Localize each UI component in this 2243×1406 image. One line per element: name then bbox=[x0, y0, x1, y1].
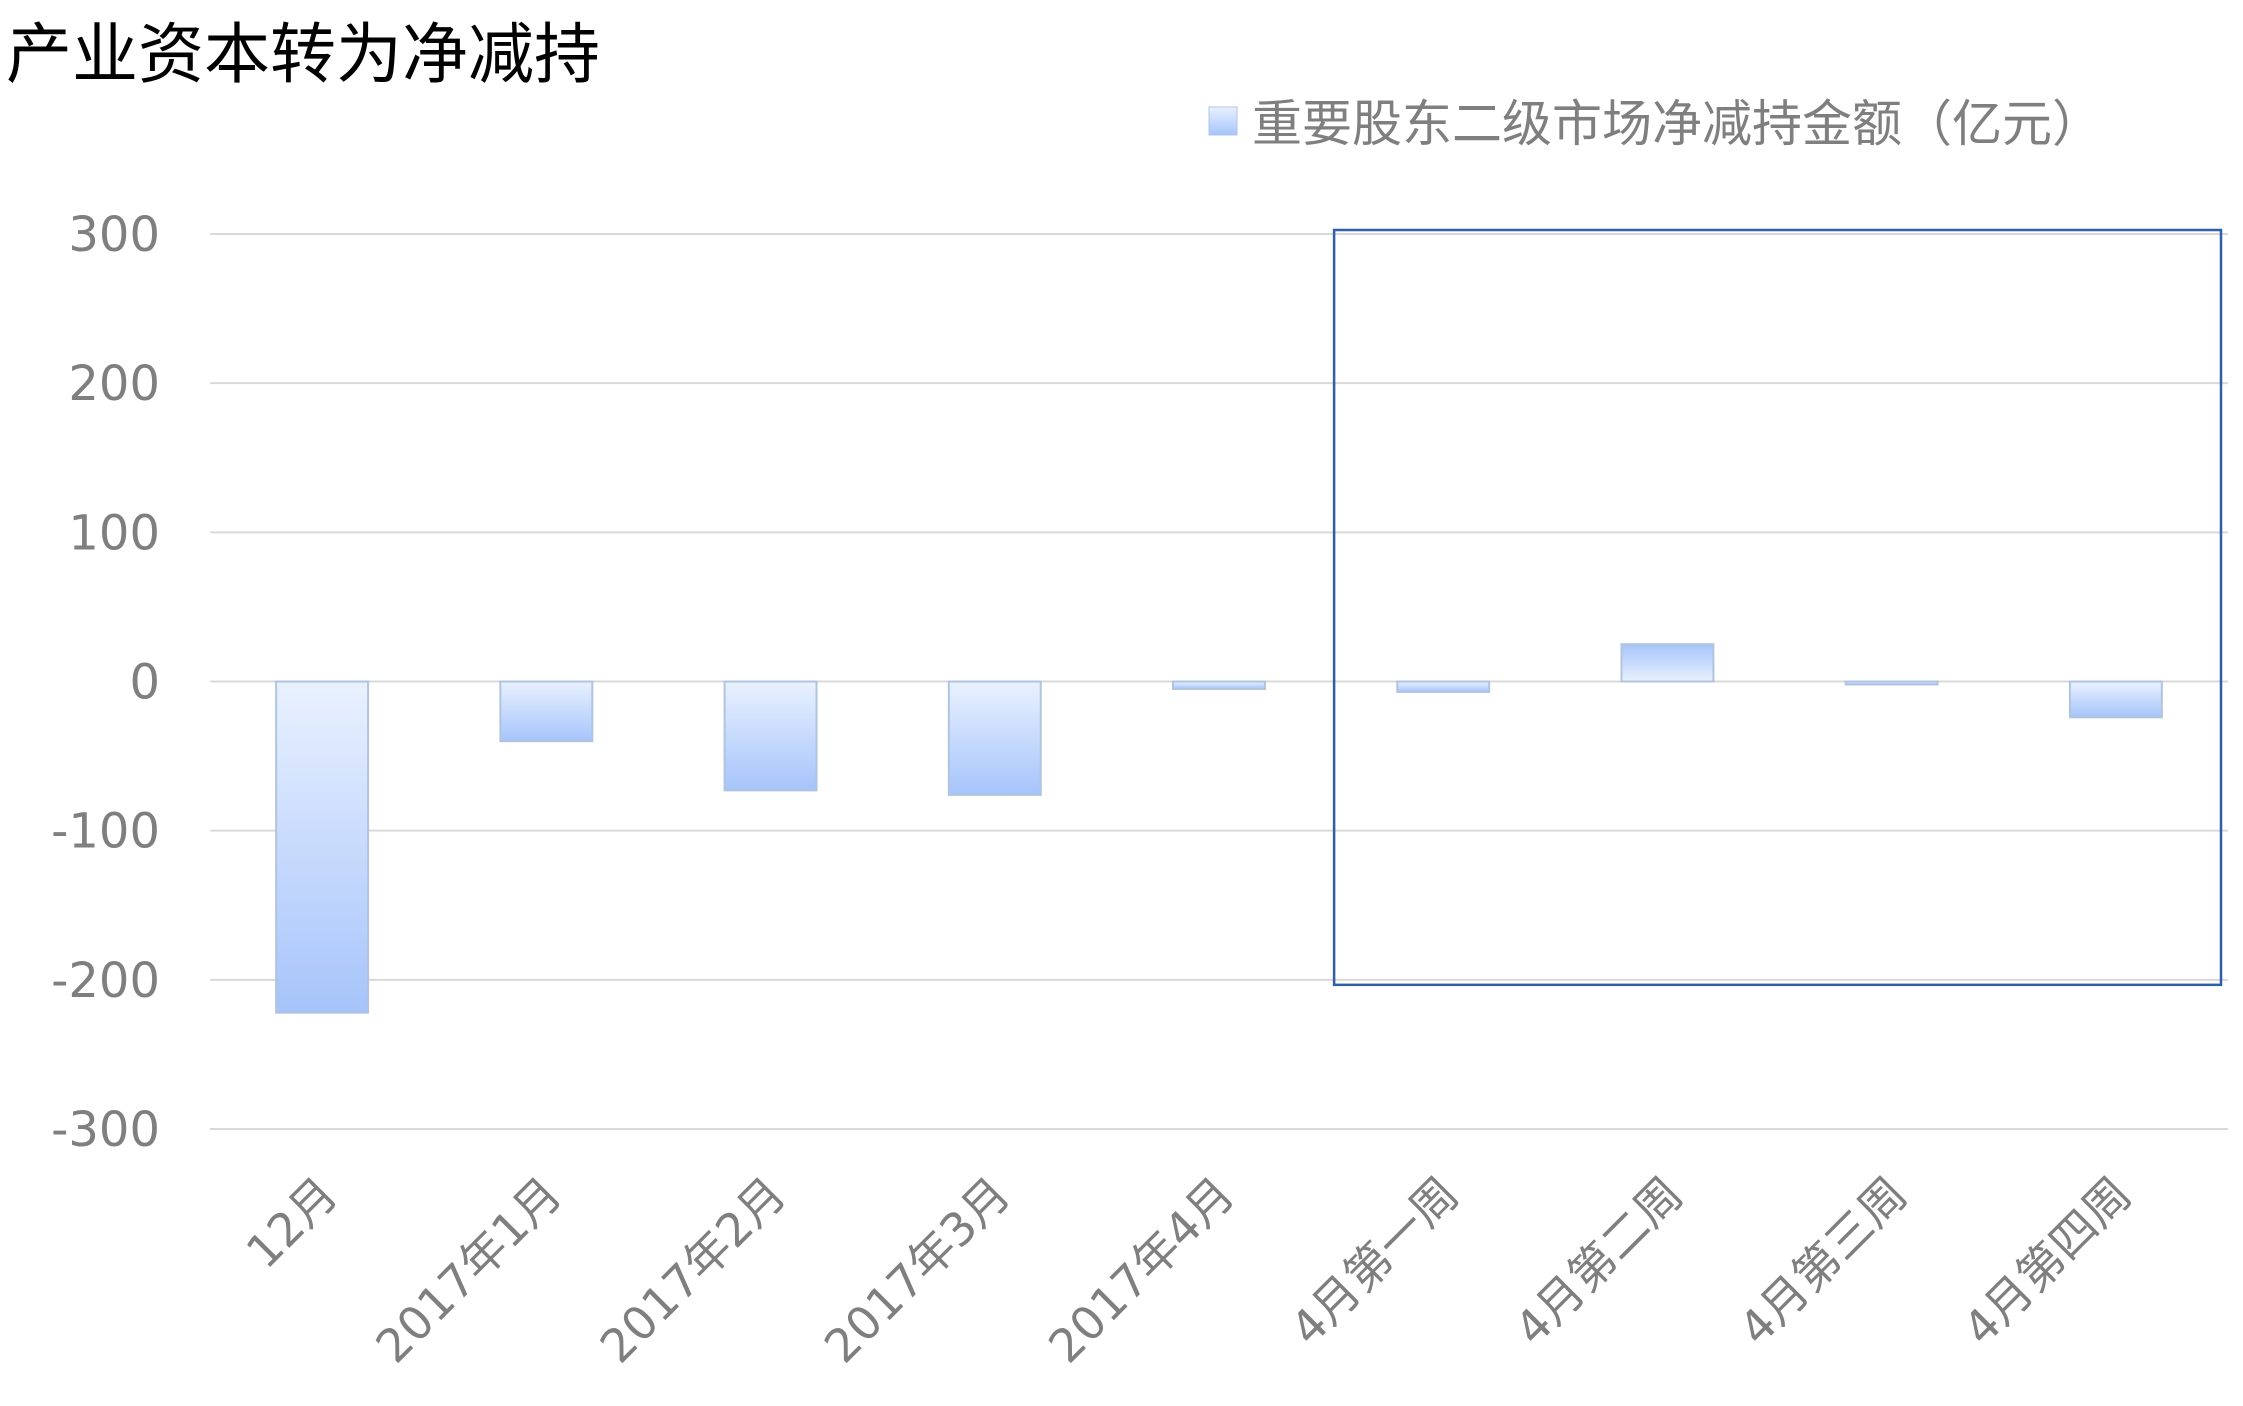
y-tick-label: -300 bbox=[51, 1102, 160, 1158]
x-tick-label: 2017年1月 bbox=[365, 1167, 572, 1374]
y-tick-label: 100 bbox=[68, 505, 160, 561]
x-tick-label: 4月第一周 bbox=[1280, 1167, 1469, 1356]
x-tick-label: 4月第三周 bbox=[1728, 1167, 1917, 1356]
bar bbox=[1620, 643, 1715, 683]
bar bbox=[723, 680, 818, 792]
x-tick-label: 12月 bbox=[236, 1167, 348, 1279]
bar bbox=[1844, 680, 1939, 686]
bar bbox=[2068, 680, 2163, 719]
bar bbox=[1396, 680, 1491, 693]
legend-swatch bbox=[1208, 106, 1238, 136]
bar bbox=[947, 680, 1042, 796]
y-tick-label: 300 bbox=[68, 207, 160, 263]
highlight-box bbox=[1332, 228, 2223, 987]
bar bbox=[1172, 680, 1266, 690]
y-axis-ticks: 300 200 100 0 -100 -200 -300 bbox=[51, 207, 160, 1158]
y-tick-label: 200 bbox=[68, 356, 160, 412]
x-tick-label: 4月第四周 bbox=[1953, 1167, 2142, 1356]
chart-title: 产业资本转为净减持 bbox=[6, 16, 600, 93]
y-tick-label: -100 bbox=[51, 804, 160, 860]
x-axis-ticks: 12月 2017年1月 2017年2月 2017年3月 2017年4月 4月第一周 4月第二… bbox=[236, 1167, 2142, 1374]
x-tick-label: 2017年3月 bbox=[814, 1167, 1021, 1374]
x-tick-label: 2017年2月 bbox=[590, 1167, 797, 1374]
y-tick-label: -200 bbox=[51, 953, 160, 1009]
x-tick-label: 2017年4月 bbox=[1038, 1167, 1245, 1374]
x-tick-label: 4月第二周 bbox=[1504, 1167, 1693, 1356]
bar bbox=[275, 680, 370, 1014]
bar bbox=[499, 680, 594, 743]
legend-label: 重要股东二级市场净减持金额（亿元） bbox=[1252, 95, 2102, 153]
y-tick-label: 0 bbox=[129, 655, 160, 711]
bar-layer bbox=[275, 643, 2163, 1014]
legend: 重要股东二级市场净减持金额（亿元） bbox=[1208, 95, 2102, 153]
